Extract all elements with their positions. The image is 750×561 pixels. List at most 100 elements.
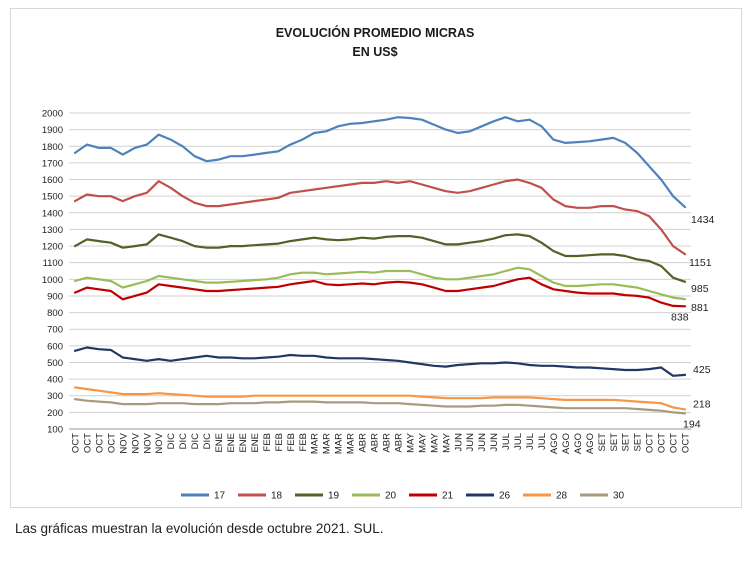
x-tick-label: OCT	[106, 433, 117, 453]
x-tick-label: JUN	[453, 433, 464, 452]
x-tick-label: NOV	[142, 432, 153, 453]
gridlines	[69, 112, 691, 430]
x-tick-label: ENE	[214, 433, 225, 453]
x-tick-label: FEB	[262, 433, 273, 451]
x-tick-label: MAY	[441, 432, 452, 453]
y-tick-label: 2000	[42, 109, 63, 120]
end-label-18: 1151	[689, 257, 712, 269]
x-tick-label: AGO	[549, 433, 560, 454]
chart-title: EVOLUCIÓN PROMEDIO MICRAS	[276, 25, 475, 40]
x-tick-label: JUL	[501, 433, 512, 450]
x-tick-label: JUL	[513, 433, 524, 450]
x-tick-label: ABR	[370, 433, 381, 453]
y-tick-label: 1600	[42, 175, 63, 186]
y-axis: 100 200 300 400 500 600 700 800 900 1000 1100 1200 1…	[42, 109, 63, 436]
x-tick-label: OCT	[657, 433, 668, 453]
x-tick-label: JUN	[477, 433, 488, 452]
x-tick-label: NOV	[154, 432, 165, 453]
series-line-21	[73, 276, 687, 308]
x-tick-label: SET	[633, 433, 644, 452]
legend-label-17: 17	[214, 491, 226, 502]
x-tick-label: SET	[621, 433, 632, 452]
x-tick-label: OCT	[94, 433, 105, 453]
x-tick-label: JUN	[465, 433, 476, 452]
x-tick-label: MAY	[405, 432, 416, 453]
x-tick-label: ABR	[393, 433, 404, 453]
x-tick-label: OCT	[645, 433, 656, 453]
x-tick-label: OCT	[70, 433, 81, 453]
y-tick-label: 1100	[43, 258, 63, 269]
x-tick-label: MAY	[417, 432, 428, 453]
x-tick-label: AGO	[561, 433, 572, 454]
line-chart: EVOLUCIÓN PROMEDIO MICRAS EN US$ 100 200 3…	[42, 25, 715, 502]
y-tick-label: 1500	[42, 192, 63, 203]
x-tick-label: DIC	[178, 433, 189, 450]
x-tick-label: SET	[597, 433, 608, 452]
legend-label-28: 28	[556, 491, 568, 502]
series-line-30	[73, 398, 687, 415]
x-tick-label: DIC	[190, 433, 201, 450]
x-tick-label: DIC	[166, 433, 177, 450]
legend-label-21: 21	[442, 491, 454, 502]
x-tick-label: JUN	[489, 433, 500, 452]
end-label-17: 1434	[691, 214, 715, 226]
x-tick-label: MAR	[334, 433, 345, 454]
series-line-18	[73, 178, 687, 256]
end-label-19: 985	[691, 283, 709, 295]
x-tick-label: MAR	[346, 433, 357, 454]
x-tick-label: AGO	[585, 433, 596, 454]
x-tick-label: NOV	[130, 432, 141, 453]
y-tick-label: 1800	[42, 142, 63, 153]
x-tick-label: ENE	[238, 433, 249, 453]
x-tick-label: MAR	[322, 433, 333, 454]
x-tick-label: DIC	[202, 433, 213, 450]
series-line-28	[73, 386, 687, 411]
y-tick-label: 1900	[42, 125, 63, 136]
x-tick-label: ENE	[226, 433, 237, 453]
y-tick-label: 100	[47, 425, 63, 436]
legend-label-19: 19	[328, 491, 340, 502]
series-line-17	[73, 116, 687, 209]
series-line-19	[73, 233, 687, 283]
legend: 17 18 19 20 21 26 28 30	[181, 491, 625, 502]
legend-label-20: 20	[385, 491, 397, 502]
y-tick-label: 1200	[42, 242, 63, 253]
x-tick-label: JUL	[537, 433, 548, 450]
legend-label-30: 30	[613, 491, 625, 502]
x-tick-label: FEB	[286, 433, 297, 451]
y-tick-label: 1700	[42, 158, 63, 169]
caption: Las gráficas muestran la evolución desde…	[15, 521, 384, 536]
x-tick-label: OCT	[669, 433, 680, 453]
y-tick-label: 900	[47, 291, 63, 302]
x-tick-label: AGO	[573, 433, 584, 454]
end-label-30: 194	[683, 418, 701, 430]
x-tick-label: ABR	[358, 433, 369, 453]
y-tick-label: 500	[47, 358, 63, 369]
y-tick-label: 400	[47, 375, 63, 386]
x-tick-label: NOV	[118, 432, 129, 453]
y-tick-label: 200	[47, 408, 63, 419]
x-axis: OCT OCT OCT OCT NOV NOV NOV NOV DIC DIC DIC DIC ENE E…	[69, 428, 692, 454]
x-tick-label: OCT	[681, 433, 692, 453]
x-tick-label: FEB	[298, 433, 309, 451]
y-tick-label: 1300	[42, 225, 63, 236]
series-line-20	[73, 266, 687, 301]
legend-label-18: 18	[271, 491, 283, 502]
x-tick-label: MAR	[310, 433, 321, 454]
chart-frame: EVOLUCIÓN PROMEDIO MICRAS EN US$ 100 200 3…	[10, 8, 742, 508]
x-tick-label: JUL	[525, 433, 536, 450]
legend-label-26: 26	[499, 491, 511, 502]
series-line-26	[73, 346, 687, 377]
series-lines	[73, 116, 687, 415]
end-label-26: 425	[693, 364, 711, 376]
x-tick-label: ENE	[250, 433, 261, 453]
end-label-20: 881	[691, 302, 709, 314]
y-tick-label: 800	[47, 308, 63, 319]
chart-subtitle: EN US$	[352, 45, 397, 59]
y-tick-label: 300	[47, 391, 63, 402]
y-tick-label: 700	[47, 325, 63, 336]
end-label-28: 218	[693, 398, 711, 410]
end-label-21: 838	[671, 311, 689, 323]
y-tick-label: 600	[47, 341, 63, 352]
